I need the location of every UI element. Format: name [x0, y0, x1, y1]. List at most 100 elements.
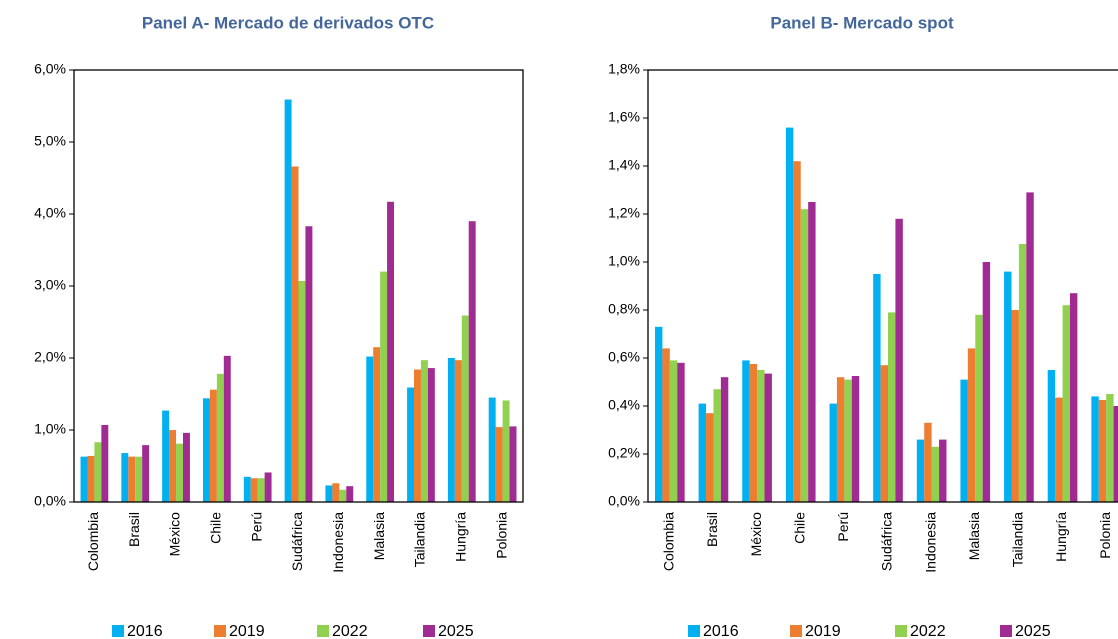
bar: [924, 422, 932, 502]
x-tick-label: Malasia: [966, 512, 982, 560]
bar: [706, 413, 714, 502]
bar: [1055, 397, 1063, 502]
bar: [243, 476, 251, 502]
plot-frame: [647, 69, 1118, 503]
bar: [757, 370, 765, 502]
y-tick-label: 1,0%: [34, 421, 66, 437]
bar: [873, 274, 881, 502]
bar: [888, 312, 896, 502]
bar: [380, 271, 388, 502]
x-tick-label: México: [167, 512, 183, 557]
bar: [1062, 305, 1070, 502]
bar: [713, 389, 721, 502]
y-tick-label: 0,0%: [608, 493, 640, 509]
bar: [939, 439, 947, 502]
bar: [87, 455, 95, 502]
x-tick-label: Tailandia: [1010, 512, 1026, 567]
bar: [829, 403, 837, 502]
bar: [975, 314, 983, 502]
legend-label: 2016: [127, 623, 163, 639]
bar: [250, 478, 258, 502]
bar: [967, 348, 976, 502]
y-tick-label: 5,0%: [34, 133, 66, 149]
x-tick-label: Brasil: [126, 512, 142, 547]
bar: [785, 127, 794, 502]
bar: [447, 358, 455, 502]
y-tick-label: 4,0%: [34, 205, 66, 221]
bar: [749, 364, 758, 502]
y-tick-label: 1,4%: [608, 157, 640, 173]
legend-swatch: [895, 625, 907, 637]
y-tick-label: 2,0%: [34, 349, 66, 365]
chart-title: Panel B- Mercado spot: [770, 13, 954, 32]
bar: [461, 315, 469, 502]
x-tick-label: Brasil: [704, 512, 720, 547]
bar: [698, 403, 707, 502]
bar: [960, 379, 968, 502]
bar: [654, 326, 663, 502]
y-tick-label: 0,0%: [34, 493, 66, 509]
x-tick-label: Malasia: [371, 512, 387, 560]
legend-swatch: [790, 625, 802, 637]
x-tick-label: Hungría: [452, 512, 468, 562]
y-tick-label: 1,2%: [608, 205, 640, 221]
bar: [94, 442, 102, 502]
y-tick-label: 0,2%: [608, 445, 640, 461]
bar: [851, 376, 860, 502]
bar: [291, 166, 299, 503]
bar: [373, 347, 381, 502]
bar: [836, 377, 845, 502]
y-tick-label: 3,0%: [34, 277, 66, 293]
bar: [742, 360, 750, 502]
bar: [916, 439, 925, 502]
bar: [305, 226, 313, 503]
x-tick-label: Sudáfrica: [879, 512, 895, 571]
bar: [1011, 310, 1019, 502]
y-tick-label: 1,8%: [608, 61, 640, 77]
x-tick-label: Chile: [791, 512, 807, 544]
bar: [135, 456, 143, 502]
legend-swatch: [423, 625, 435, 637]
bar: [895, 218, 903, 503]
bar: [284, 99, 292, 503]
y-tick-label: 0,8%: [608, 301, 640, 317]
bar: [808, 202, 816, 502]
bar: [1098, 400, 1107, 502]
bar: [264, 472, 272, 502]
legend-label: 2019: [229, 623, 265, 639]
bar: [121, 453, 129, 502]
bar: [454, 360, 462, 502]
bar: [407, 387, 415, 502]
bar: [176, 443, 183, 502]
bar: [677, 362, 685, 502]
bar: [142, 445, 150, 502]
bar: [800, 209, 809, 502]
legend-swatch: [112, 625, 124, 637]
bar: [257, 478, 265, 502]
bar: [387, 201, 395, 502]
legend-label: 2016: [703, 623, 739, 639]
bar: [720, 377, 729, 502]
chart-title: Panel A- Mercado de derivados OTC: [142, 13, 434, 32]
bar: [427, 368, 435, 502]
legend-swatch: [688, 625, 700, 637]
bar: [468, 221, 476, 502]
bar: [325, 485, 333, 502]
bar: [662, 348, 670, 502]
bar: [669, 360, 678, 502]
x-tick-label: México: [748, 512, 764, 557]
x-tick-label: Chile: [208, 512, 224, 544]
x-tick-label: Perú: [835, 512, 851, 542]
bar: [495, 427, 503, 502]
bar: [346, 486, 354, 502]
x-tick-label: Sudáfrica: [289, 512, 305, 571]
bar: [80, 456, 88, 502]
x-tick-label: Indonesia: [922, 512, 938, 573]
legend-label: 2025: [1015, 623, 1051, 639]
legend-label: 2025: [438, 623, 474, 639]
legend-swatch: [317, 625, 329, 637]
x-tick-label: Hungría: [1053, 512, 1069, 562]
bar: [502, 400, 510, 502]
bar: [1113, 406, 1118, 502]
